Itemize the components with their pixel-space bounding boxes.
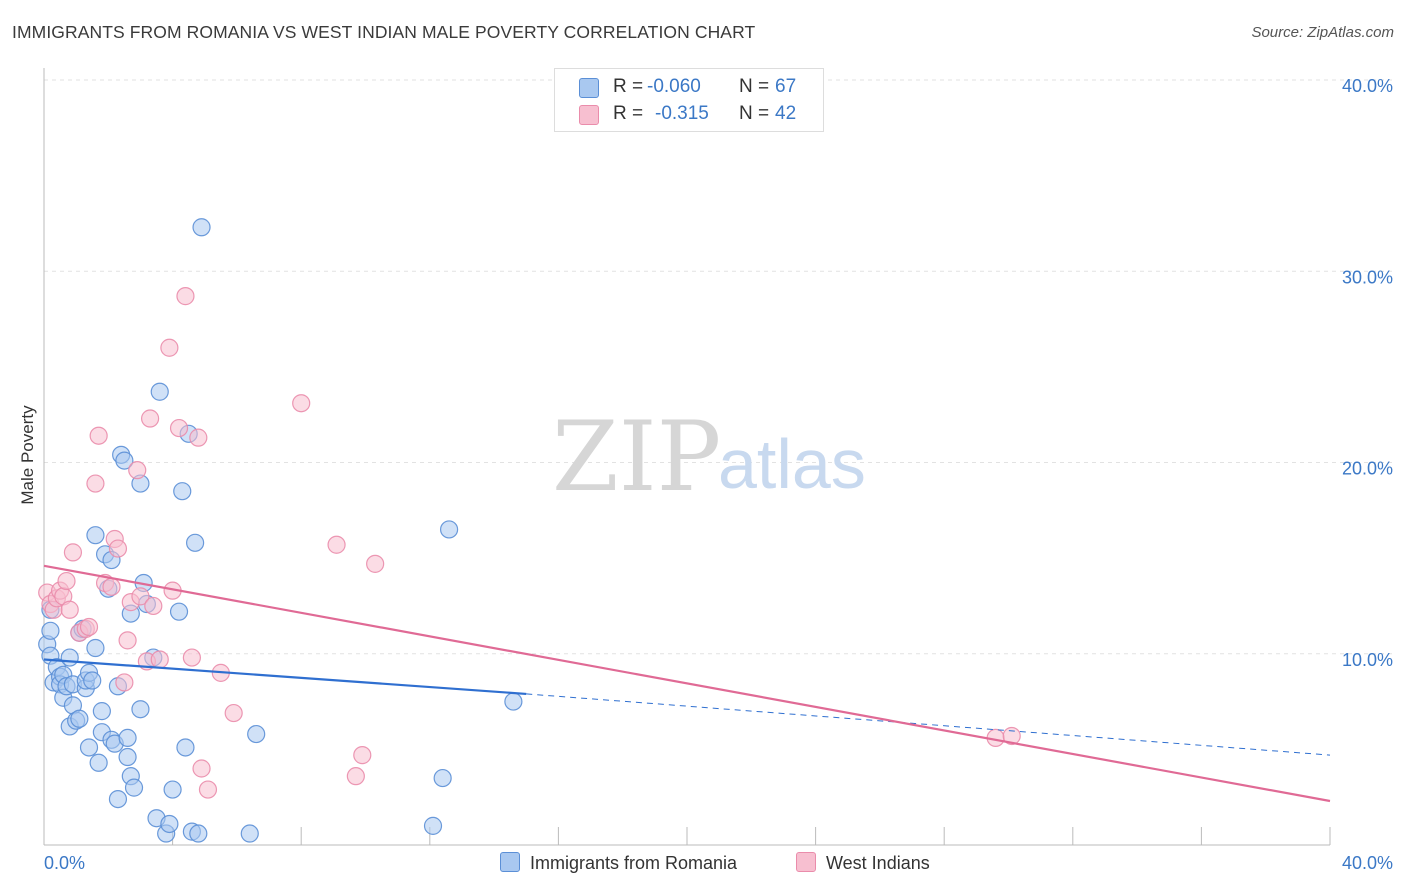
legend-swatch-blue xyxy=(579,78,599,98)
point-west-indian xyxy=(224,703,243,723)
point-west-indian xyxy=(366,554,385,573)
point-romania xyxy=(186,533,205,552)
point-romania xyxy=(173,482,192,501)
point-west-indian xyxy=(128,461,147,480)
point-west-indian xyxy=(144,596,163,616)
y-tick-label: 40.0% xyxy=(1342,76,1393,96)
point-west-indian xyxy=(86,474,105,493)
point-west-indian xyxy=(1002,726,1021,746)
point-west-indian xyxy=(327,535,346,554)
chart-title: IMMIGRANTS FROM ROMANIA VS WEST INDIAN M… xyxy=(12,22,756,42)
point-west-indian xyxy=(346,767,365,786)
point-west-indian xyxy=(131,587,150,606)
point-west-indian xyxy=(89,426,108,445)
point-west-indian xyxy=(353,746,372,765)
point-west-indian xyxy=(57,571,76,591)
legend-r-label: R = xyxy=(613,103,644,124)
legend-n-value: 42 xyxy=(775,103,797,124)
legend-n-value: 67 xyxy=(775,76,797,97)
point-west-indian xyxy=(115,673,134,692)
point-west-indian xyxy=(169,418,189,438)
point-west-indian xyxy=(60,600,79,619)
y-tick-label: 20.0% xyxy=(1342,459,1393,479)
point-romania xyxy=(169,602,189,621)
point-romania xyxy=(189,824,208,843)
trend-lines xyxy=(43,564,1331,803)
point-west-indian xyxy=(192,759,211,778)
point-west-indian xyxy=(102,577,121,596)
point-west-indian xyxy=(140,409,160,428)
point-west-indian xyxy=(292,394,311,413)
point-west-indian xyxy=(118,631,137,650)
trend-line-west-indians xyxy=(43,564,1331,803)
point-romania xyxy=(118,747,137,767)
y-tick-label: 10.0% xyxy=(1342,650,1393,670)
point-west-indian xyxy=(176,287,195,306)
point-romania xyxy=(108,789,128,809)
legend-swatch-pink xyxy=(579,105,599,125)
point-romania xyxy=(423,816,443,835)
point-romania xyxy=(86,526,105,545)
point-romania xyxy=(504,692,523,711)
correlation-legend: R = -0.060 N = 67 R = -0.315 N = 42 xyxy=(554,68,824,132)
source-attribution: Source: ZipAtlas.com xyxy=(1251,24,1394,41)
x-tick-label: 0.0% xyxy=(44,853,85,873)
point-romania xyxy=(176,738,195,757)
legend-n-label: N = xyxy=(739,103,770,124)
legend-r-label: R = xyxy=(613,76,644,97)
watermark-atlas: atlas xyxy=(718,425,866,503)
legend-item-west-indians[interactable]: West Indians xyxy=(796,852,930,874)
x-tick-label: 40.0% xyxy=(1342,853,1393,873)
point-romania xyxy=(115,451,134,470)
point-romania xyxy=(150,382,169,401)
trend-line-romania-extension xyxy=(526,693,1331,756)
point-west-indian xyxy=(150,650,169,669)
point-romania xyxy=(118,728,137,748)
point-romania xyxy=(60,648,79,667)
point-west-indian xyxy=(160,338,179,357)
tick-labels: 10.0% 20.0% 30.0% 40.0% 0.0% 40.0% xyxy=(44,76,1393,873)
point-west-indian xyxy=(182,648,201,667)
point-west-indian xyxy=(108,539,128,558)
legend-item-romania[interactable]: Immigrants from Romania xyxy=(500,852,737,874)
point-romania xyxy=(160,814,179,834)
watermark-zip: ZIP xyxy=(552,401,721,513)
point-west-indian xyxy=(63,543,83,562)
gridlines xyxy=(44,79,1392,655)
point-romania xyxy=(83,671,102,690)
point-romania xyxy=(41,621,60,640)
point-romania xyxy=(240,824,259,843)
point-romania xyxy=(92,702,111,721)
trend-line-romania xyxy=(43,658,527,696)
point-romania xyxy=(79,738,99,757)
point-romania xyxy=(247,724,266,744)
point-romania xyxy=(86,638,105,658)
point-romania xyxy=(163,780,182,799)
legend-n-label: N = xyxy=(739,76,770,97)
point-romania xyxy=(124,778,144,797)
point-west-indian xyxy=(189,428,208,447)
point-romania xyxy=(192,218,211,237)
point-romania xyxy=(70,709,89,728)
point-romania xyxy=(439,520,459,539)
point-west-indian xyxy=(79,617,99,637)
legend-swatch-blue xyxy=(500,852,520,872)
legend-r-value: -0.060 xyxy=(647,76,701,97)
y-tick-label: 30.0% xyxy=(1342,267,1393,287)
data-points xyxy=(38,218,1021,843)
point-west-indian xyxy=(198,780,218,799)
legend-swatch-pink xyxy=(796,852,816,872)
point-romania xyxy=(89,753,108,772)
point-romania xyxy=(131,700,150,719)
legend-label: West Indians xyxy=(826,853,930,873)
legend-label: Immigrants from Romania xyxy=(530,853,738,873)
axes xyxy=(43,68,1331,846)
point-romania xyxy=(433,768,452,788)
legend-r-value: -0.315 xyxy=(655,103,709,124)
